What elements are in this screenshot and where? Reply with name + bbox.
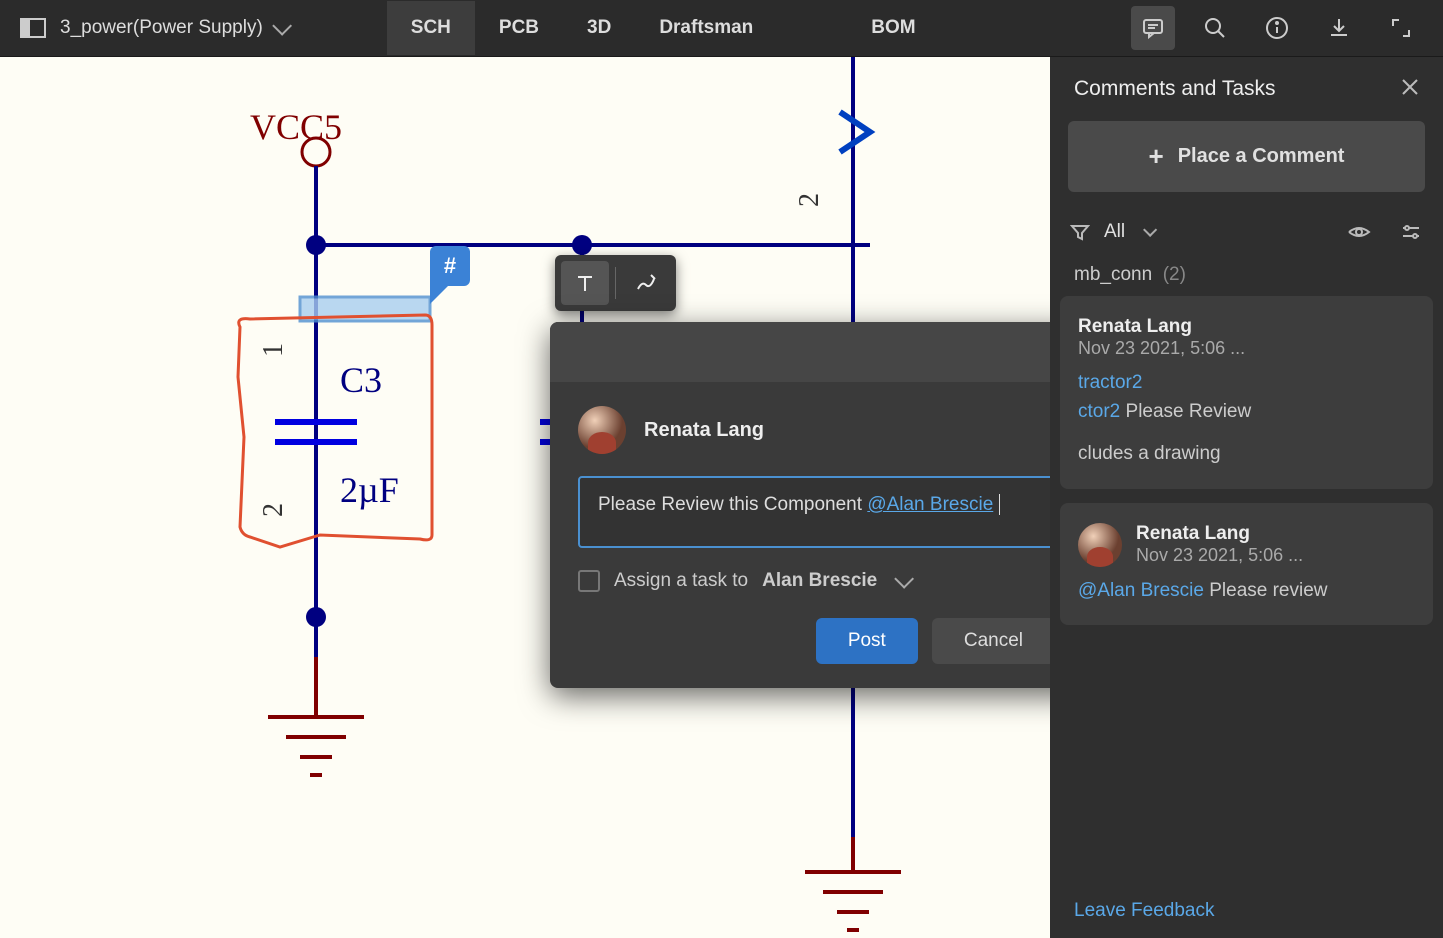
mention-chip[interactable]: @Alan Brescie [867,494,993,515]
comment-list[interactable]: mb_conn (2) Renata Lang Nov 23 2021, 5:0… [1050,254,1443,884]
view-tabs: SCH PCB 3D Draftsman BOM [387,1,940,55]
designator-c3: C3 [340,360,382,400]
pin-2: 2 [258,503,289,517]
avatar [578,406,626,454]
cancel-button[interactable]: Cancel [932,618,1050,664]
comment-author: Renata Lang [644,419,764,442]
filter-dropdown[interactable]: All [1104,221,1125,243]
avatar [1078,523,1122,567]
comment-date: Nov 23 2021, 5:06 ... [1136,545,1303,566]
hash-icon: # [444,253,456,279]
comment-author: Renata Lang [1078,316,1245,338]
eye-icon[interactable] [1347,220,1371,244]
expand-icon[interactable] [1379,6,1423,50]
assign-label: Assign a task to [614,570,748,592]
comment-card[interactable]: Renata Lang Nov 23 2021, 5:06 ... @Alan … [1060,503,1433,626]
filter-icon[interactable] [1070,222,1090,242]
place-comment-button[interactable]: + Place a Comment [1068,121,1425,192]
comments-sidebar: Comments and Tasks + Place a Comment All… [1050,57,1443,938]
search-icon[interactable] [1193,6,1237,50]
post-button[interactable]: Post [816,618,918,664]
document-icon [20,18,46,38]
junction [306,607,326,627]
comment-card[interactable]: Renata Lang Nov 23 2021, 5:06 ... tracto… [1060,296,1433,489]
pin-1: 1 [258,343,289,357]
tab-sch[interactable]: SCH [387,1,475,55]
context-row[interactable]: mb_conn (2) [1060,254,1433,296]
tab-3d[interactable]: 3D [563,1,635,55]
plus-icon: + [1149,141,1164,172]
annotation-toolbar [555,255,676,311]
tab-pcb[interactable]: PCB [475,1,563,55]
schematic-canvas[interactable]: VCC5 2 1 C3 2µF 2 [0,57,1050,938]
settings-sliders-icon[interactable] [1399,220,1423,244]
top-toolbar: 3_power(Power Supply) SCH PCB 3D Draftsm… [0,0,1443,57]
net-label-vcc5: VCC5 [250,107,342,147]
comment-dialog: Renata Lang Please Review this Component… [550,322,1050,688]
comment-pin-marker[interactable]: # [430,246,470,286]
leave-feedback-link[interactable]: Leave Feedback [1074,900,1215,921]
comment-date: Nov 23 2021, 5:06 ... [1078,338,1245,359]
tab-bom[interactable]: BOM [847,1,939,55]
dialog-drag-header[interactable] [550,322,1050,382]
comment-author: Renata Lang [1136,523,1303,545]
pin-label-right: 2 [794,193,825,207]
chevron-down-icon[interactable] [272,16,292,36]
download-icon[interactable] [1317,6,1361,50]
info-icon[interactable] [1255,6,1299,50]
chevron-down-icon[interactable] [1143,223,1157,237]
assign-checkbox[interactable] [578,570,600,592]
sidebar-title: Comments and Tasks [1074,77,1276,101]
comments-icon[interactable] [1131,6,1175,50]
tab-draftsman[interactable]: Draftsman [635,1,777,55]
draw-tool-button[interactable] [622,261,670,305]
mention-link[interactable]: @Alan Brescie [1078,580,1204,601]
close-icon[interactable] [1401,78,1419,101]
comment-textarea[interactable]: Please Review this Component @Alan Bresc… [578,476,1050,548]
chevron-down-icon[interactable] [894,569,914,589]
junction [306,235,326,255]
assign-name: Alan Brescie [762,570,877,592]
topbar-right-icons [1131,6,1423,50]
document-title[interactable]: 3_power(Power Supply) [60,17,263,39]
text-tool-button[interactable] [561,261,609,305]
value-2uf: 2µF [340,470,399,510]
